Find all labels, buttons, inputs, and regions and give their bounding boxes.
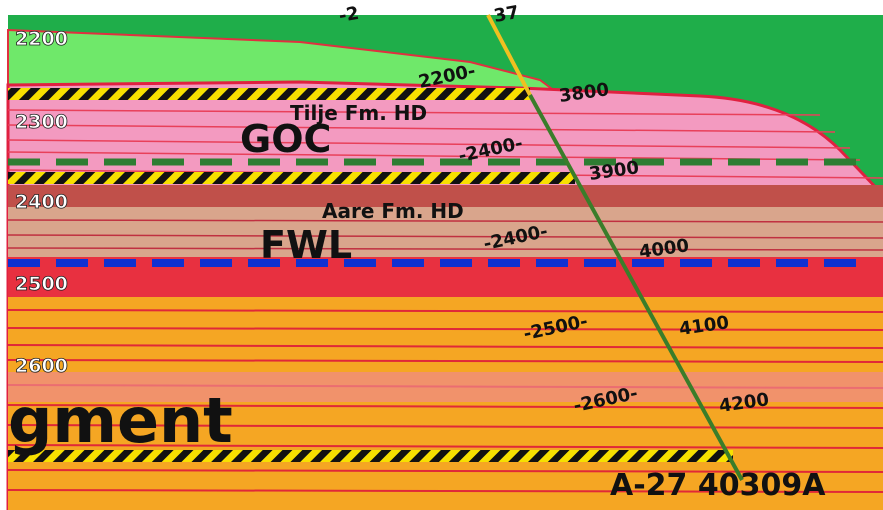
depth-label: 2300 — [15, 111, 68, 133]
top-mark: 37 — [492, 2, 520, 27]
depth-label: 2400 — [15, 191, 68, 213]
formation-label: Aare Fm. HD — [322, 199, 464, 223]
well-name: A-27 40309A — [610, 468, 826, 503]
cross-section: 2200 2300 2400 2500 2600 -2 37 Tilje Fm.… — [0, 0, 883, 510]
depth-label: 2200 — [15, 28, 68, 50]
depth-label: 2500 — [15, 273, 68, 295]
depth-label: 2600 — [15, 355, 68, 377]
top-mark: -2 — [337, 3, 360, 27]
segment-label: gment — [8, 384, 233, 457]
contact-label: GOC — [240, 117, 331, 161]
hazard-band — [8, 172, 575, 184]
contact-label: FWL — [260, 223, 352, 267]
hazard-band — [8, 88, 530, 100]
